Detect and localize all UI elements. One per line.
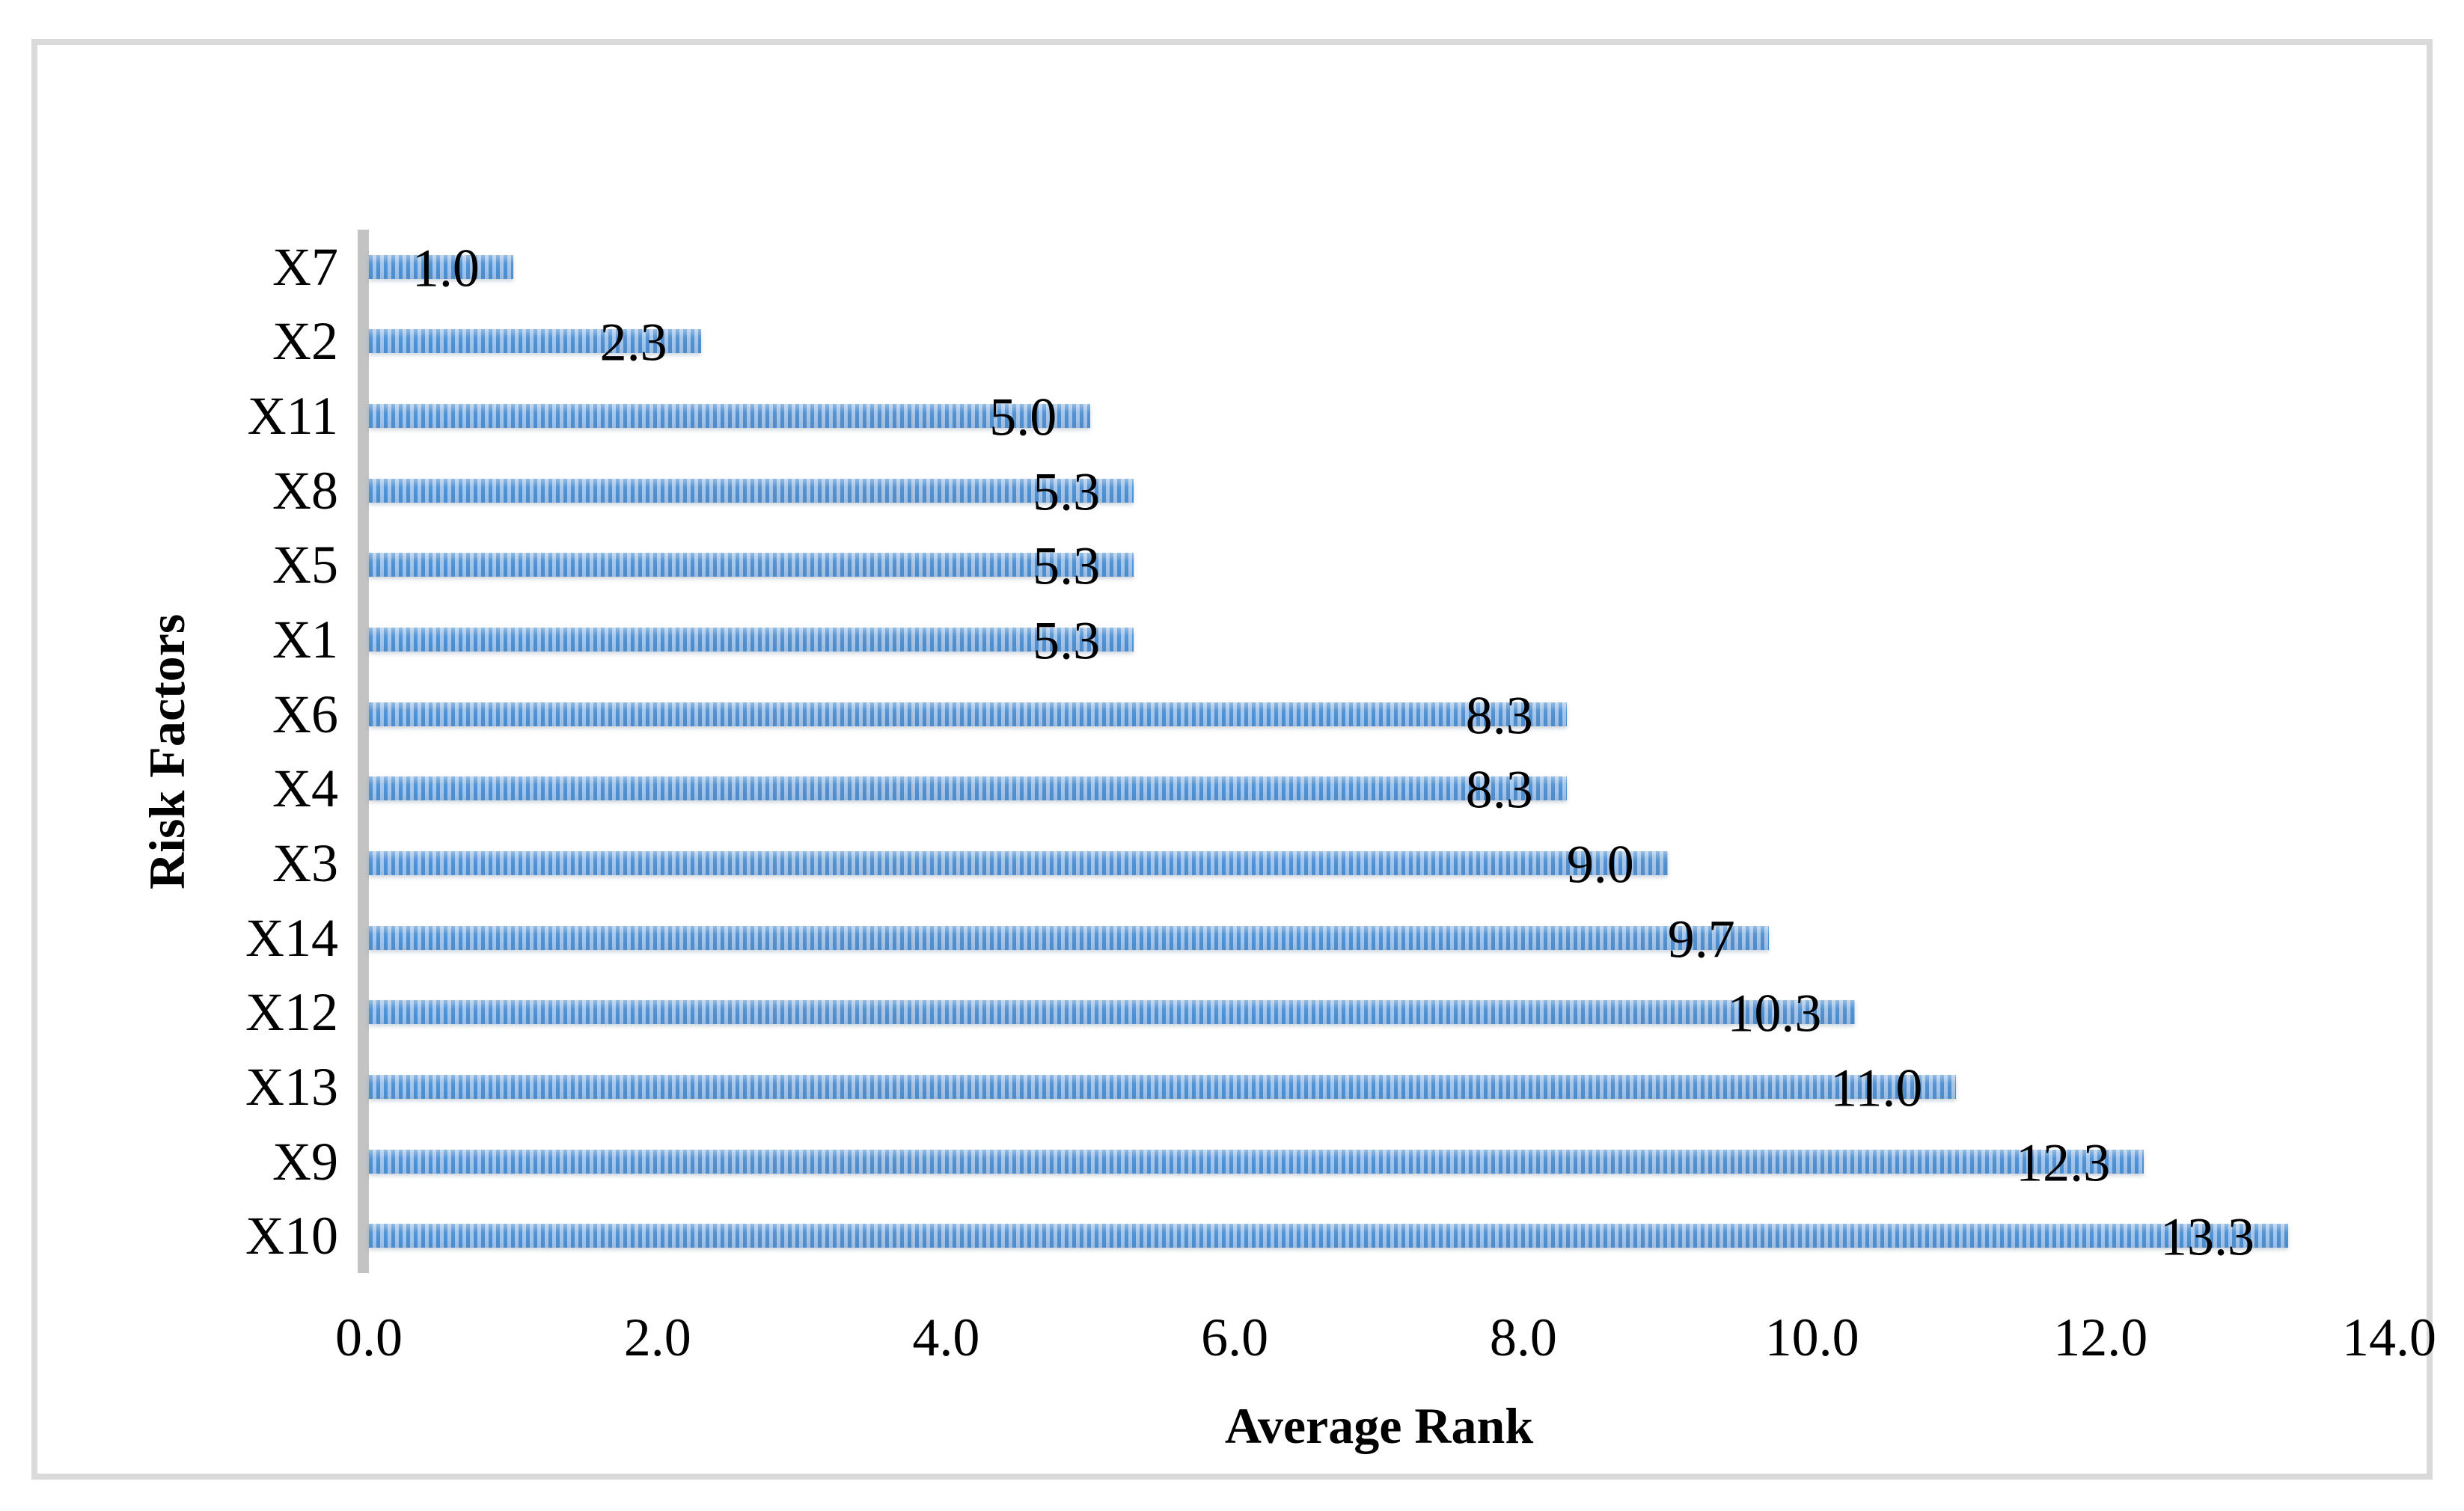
category-label: X6 <box>272 684 338 744</box>
x-tick-label: 10.0 <box>1764 1308 1859 1367</box>
value-label: 12.3 <box>2016 1132 2111 1192</box>
bar-row: 12.3 <box>369 1124 2389 1199</box>
x-tick-label: 6.0 <box>1201 1308 1269 1367</box>
bar-row: 1.0 <box>369 230 2389 304</box>
bar-row: 5.0 <box>369 378 2389 453</box>
value-label: 8.3 <box>1465 759 1533 820</box>
bar-row: 9.7 <box>369 901 2389 975</box>
value-label: 5.3 <box>1033 462 1101 522</box>
value-label: 2.3 <box>599 312 667 373</box>
bar-row: 5.3 <box>369 602 2389 677</box>
x-tick-label: 14.0 <box>2342 1308 2436 1367</box>
value-label: 1.0 <box>412 238 480 298</box>
category-label: X4 <box>272 758 338 819</box>
bar: 5.3 <box>369 539 1134 593</box>
value-label: 9.0 <box>1566 834 1634 895</box>
bar: 9.7 <box>369 912 1769 966</box>
bar-row: 8.3 <box>369 677 2389 752</box>
category-label: X5 <box>272 535 338 595</box>
x-tick-label: 0.0 <box>335 1308 403 1367</box>
bar-row: 5.3 <box>369 453 2389 528</box>
category-label: X9 <box>272 1131 338 1192</box>
y-axis-line <box>358 230 369 1273</box>
category-label: X13 <box>245 1056 338 1117</box>
category-label: X1 <box>272 610 338 670</box>
category-label: X3 <box>272 833 338 893</box>
bar: 9.0 <box>369 837 1668 891</box>
x-ticks: 0.0 2.0 4.0 6.0 8.0 10.0 12.0 14.0 <box>335 1308 2436 1385</box>
value-label: 5.3 <box>1033 610 1101 671</box>
bar: 8.3 <box>369 688 1567 742</box>
bar: 13.3 <box>369 1210 2288 1264</box>
bar-row: 5.3 <box>369 528 2389 603</box>
value-label: 5.0 <box>989 387 1057 447</box>
bar: 5.3 <box>369 613 1134 667</box>
x-axis-title: Average Rank <box>1224 1397 1534 1454</box>
bar-row: 10.3 <box>369 975 2389 1049</box>
bar-row: 13.3 <box>369 1198 2389 1273</box>
bar: 2.3 <box>369 316 701 370</box>
bar-row: 11.0 <box>369 1049 2389 1124</box>
x-tick-label: 2.0 <box>623 1308 691 1367</box>
value-label: 8.3 <box>1465 685 1533 746</box>
x-tick-label: 12.0 <box>2053 1308 2148 1367</box>
category-label: X14 <box>245 907 338 968</box>
bar: 11.0 <box>369 1061 1957 1115</box>
category-labels: X7 X2 X11 X8 X5 X1 X6 X4 X3 X14 X12 X13 X9 X10 <box>135 230 338 1273</box>
chart-frame: Risk Factors X7 X2 X11 X8 X5 X1 X6 X4 X3 X14 X12 X1… <box>31 39 2436 1480</box>
category-label: X12 <box>245 982 338 1043</box>
category-label: X2 <box>272 311 338 372</box>
bar: 5.3 <box>369 465 1134 518</box>
bar-rows: 1.0 2.3 5.0 5.3 5.3 5.3 8.3 8.3 9.0 9.7 10.3 11.0 12… <box>369 230 2389 1273</box>
bar: 1.0 <box>369 241 513 295</box>
value-label: 10.3 <box>1727 983 1822 1043</box>
category-label: X7 <box>272 236 338 297</box>
value-label: 11.0 <box>1830 1058 1923 1118</box>
category-label: X10 <box>245 1206 338 1266</box>
bar-row: 8.3 <box>369 751 2389 826</box>
x-tick-label: 8.0 <box>1489 1308 1557 1367</box>
bar: 5.0 <box>369 390 1091 444</box>
bar: 10.3 <box>369 987 1856 1040</box>
category-label: X8 <box>272 460 338 521</box>
value-label: 13.3 <box>2160 1207 2254 1267</box>
category-label: X11 <box>247 386 338 447</box>
bar-row: 2.3 <box>369 304 2389 379</box>
value-label: 9.7 <box>1667 909 1735 969</box>
x-tick-label: 4.0 <box>912 1308 980 1367</box>
bar: 8.3 <box>369 763 1567 817</box>
bar-row: 9.0 <box>369 826 2389 901</box>
bar: 12.3 <box>369 1135 2144 1189</box>
plot-area: 1.0 2.3 5.0 5.3 5.3 5.3 8.3 8.3 9.0 9.7 10.3 11.0 12… <box>369 230 2389 1273</box>
value-label: 5.3 <box>1033 536 1101 596</box>
